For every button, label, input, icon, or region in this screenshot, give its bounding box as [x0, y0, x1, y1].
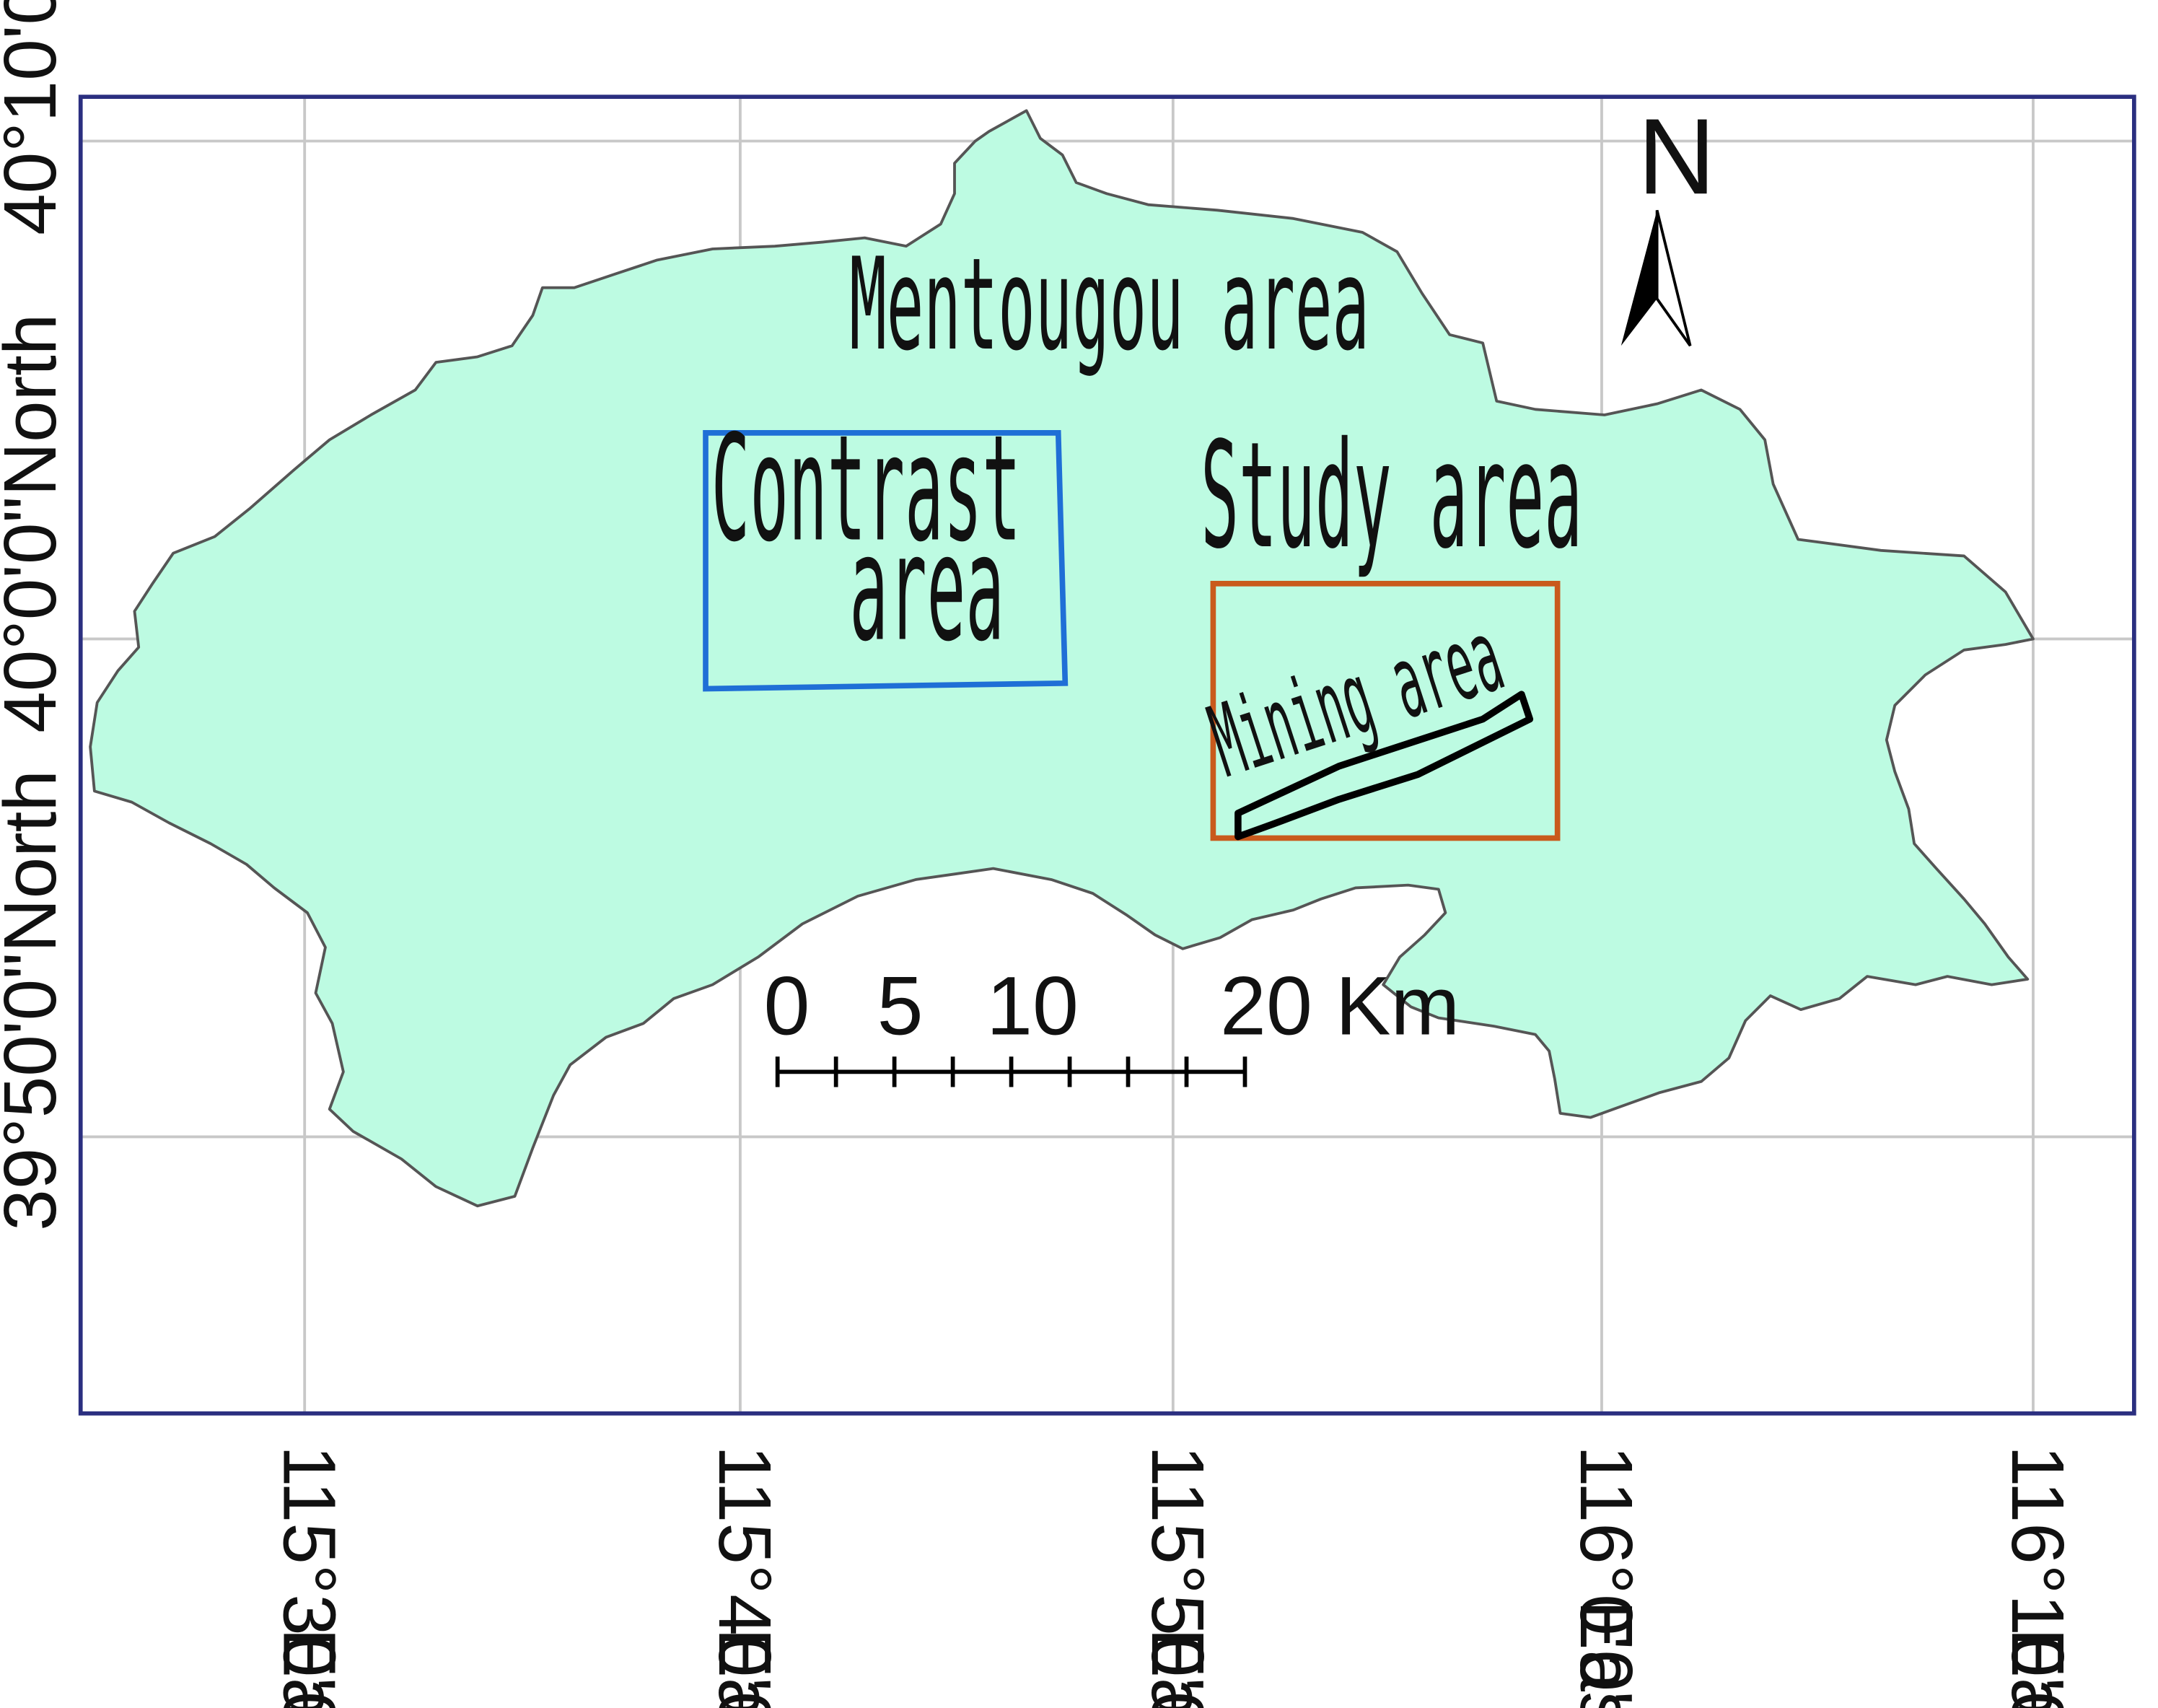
mining-area-outline: [1234, 691, 1534, 841]
contrast-area-label-line2: area: [849, 502, 1004, 673]
lon-label-116-10-east: East: [1996, 1628, 2080, 1708]
longitude-labels: 115°30'0" East 115°40'0" East 115°50'0" …: [268, 1445, 2080, 1708]
scale-bar-lines: [775, 1056, 1247, 1087]
lat-label-40-00: 40°0'0"North: [0, 314, 71, 733]
scale-label-20-km: 20 Km: [1220, 960, 1460, 1053]
north-arrow: N: [1620, 96, 1716, 347]
lon-label-116-00: 116°0'0": [1565, 1445, 1649, 1708]
mentougou-district-shape: [89, 109, 2035, 1208]
map-frame: [78, 95, 2136, 1416]
north-arrow-icon: [1620, 209, 1692, 347]
lon-label-115-50-east: East: [1136, 1628, 1220, 1708]
scale-label-5: 5: [877, 960, 924, 1053]
lon-label-115-30: 115°30'0": [268, 1445, 351, 1708]
scale-label-0: 0: [764, 960, 810, 1053]
lon-label-116-10: 116°10'0": [1996, 1445, 2080, 1708]
lon-label-115-40: 115°40'0": [703, 1445, 787, 1708]
north-arrow-label: N: [1638, 96, 1716, 216]
contrast-area-box: [703, 430, 1069, 692]
latitude-labels: 40°10'0"North 40°0'0"North 39°50'0"North: [0, 0, 71, 1231]
lon-label-115-50: 115°50'0": [1136, 1445, 1220, 1708]
scale-bar: 0 5 10 20 Km: [764, 960, 1460, 1087]
lon-label-116-00-east: East: [1565, 1600, 1649, 1708]
study-area-box: [1210, 580, 1561, 841]
scale-label-10: 10: [986, 960, 1079, 1053]
study-area-label: Study area: [1201, 410, 1582, 581]
lat-label-40-10: 40°10'0"North: [0, 0, 71, 235]
mentougou-area-label: Mentougou area: [849, 230, 1369, 379]
contrast-area-label-line1: Contrast: [711, 403, 1021, 574]
lat-label-39-50: 39°50'0"North: [0, 770, 71, 1231]
lon-label-115-40-east: East: [703, 1628, 787, 1708]
lon-label-115-30-east: East: [268, 1628, 351, 1708]
